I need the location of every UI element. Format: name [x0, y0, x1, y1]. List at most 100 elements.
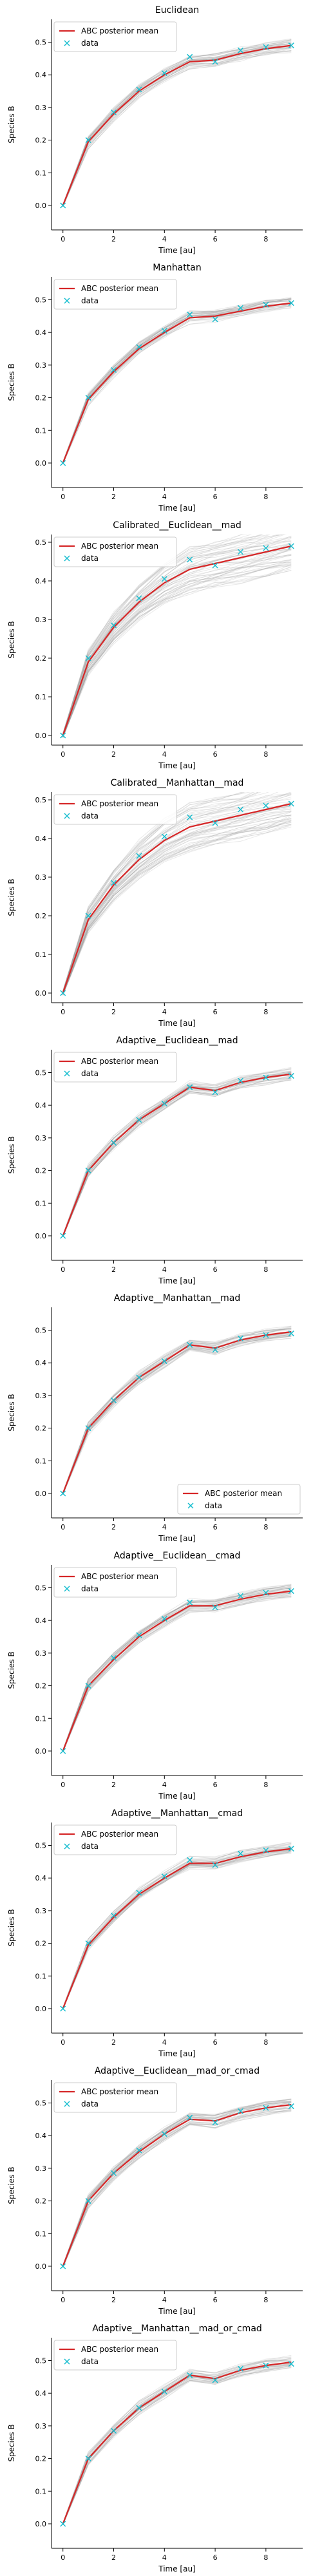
y-tick-label: 0.2	[35, 1682, 47, 1690]
posterior-sample-line	[62, 792, 292, 992]
posterior-samples	[62, 1325, 292, 1495]
posterior-sample-line	[62, 301, 292, 463]
legend-box	[53, 279, 177, 310]
posterior-sample-line	[62, 792, 255, 991]
posterior-sample-line	[62, 299, 292, 463]
x-tick-label: 4	[162, 493, 167, 501]
data-point	[136, 595, 142, 601]
y-tick-label: 0.0	[35, 2520, 47, 2528]
posterior-sample-line	[62, 1586, 292, 1751]
data-point	[263, 44, 269, 50]
posterior-sample-line	[62, 1077, 292, 1236]
posterior-sample-line	[62, 39, 292, 205]
data-point	[288, 300, 294, 307]
data-point	[60, 1233, 66, 1239]
legend-data-label: data	[205, 1501, 222, 1510]
posterior-sample-line	[62, 1325, 292, 1493]
posterior-sample-line	[62, 2108, 292, 2267]
posterior-mean-line	[62, 1073, 292, 1236]
data-point	[237, 1593, 244, 1599]
posterior-sample-line	[62, 535, 292, 735]
data-point	[60, 990, 66, 996]
posterior-sample-line	[62, 535, 286, 734]
posterior-sample-line	[62, 1594, 292, 1752]
legend-data-swatch	[64, 1843, 70, 1850]
x-tick-label: 2	[111, 2296, 116, 2304]
posterior-sample-line	[62, 792, 279, 992]
posterior-sample-line	[62, 2358, 292, 2524]
posterior-samples	[62, 1841, 292, 2010]
chart-panel: Adaptive__Manhattan__cmad 0 2 4 6 8 0.0 0.1 0.2 0…	[0, 1803, 322, 2061]
y-tick-label: 0.0	[35, 202, 47, 210]
data-point	[60, 1748, 66, 1754]
chart-title: Adaptive__Manhattan__mad	[114, 1293, 240, 1303]
legend-box	[53, 21, 177, 52]
data-point	[288, 1331, 294, 1337]
legend-data-swatch	[64, 1070, 70, 1077]
posterior-sample-line	[62, 1329, 292, 1493]
posterior-samples	[62, 38, 292, 207]
posterior-sample-line	[62, 2108, 292, 2267]
posterior-sample-line	[62, 1068, 292, 1235]
data-point	[60, 1490, 66, 1497]
posterior-sample-line	[62, 1079, 292, 1237]
posterior-sample-line	[62, 1076, 292, 1237]
posterior-sample-line	[62, 1584, 292, 1750]
posterior-sample-line	[62, 1071, 292, 1235]
posterior-sample-line	[62, 304, 292, 464]
posterior-sample-line	[62, 536, 292, 735]
data-point	[187, 1599, 193, 1605]
posterior-sample-line	[62, 302, 292, 463]
x-tick-label: 8	[263, 2553, 268, 2562]
data-point	[288, 1073, 294, 1079]
x-tick-label: 8	[263, 1008, 268, 1016]
posterior-sample-line	[62, 815, 292, 994]
y-axis-label: Species B	[7, 878, 16, 916]
posterior-sample-line	[62, 553, 292, 737]
data-markers	[60, 43, 294, 209]
posterior-sample-line	[62, 554, 292, 737]
plot-area	[60, 1066, 294, 1239]
posterior-sample-line	[62, 1584, 292, 1750]
posterior-sample-line	[62, 1328, 292, 1493]
posterior-sample-line	[62, 2110, 292, 2268]
y-tick-label: 0.0	[35, 1747, 47, 1756]
posterior-sample-line	[62, 2099, 292, 2266]
posterior-sample-line	[62, 1069, 292, 1235]
posterior-sample-line	[62, 1852, 292, 2010]
chart-panel: Manhattan 0 2 4 6 8 0.0 0.1 0.2 0.3 0.4 0.5 Time [au…	[0, 258, 322, 515]
posterior-sample-line	[62, 2365, 292, 2524]
posterior-sample-line	[62, 2101, 292, 2266]
posterior-sample-line	[62, 1075, 292, 1236]
posterior-samples	[62, 2098, 292, 2268]
x-axis-label: Time [au]	[158, 2049, 196, 2058]
x-tick-label: 8	[263, 750, 268, 759]
posterior-sample-line	[62, 299, 292, 462]
data-point	[263, 545, 269, 551]
posterior-sample-line	[62, 1072, 292, 1236]
x-tick-label: 8	[263, 2296, 268, 2304]
posterior-sample-line	[62, 542, 292, 735]
posterior-sample-line	[62, 50, 292, 207]
posterior-sample-line	[62, 1587, 292, 1751]
data-point	[110, 1139, 117, 1146]
posterior-sample-line	[62, 803, 292, 994]
data-point	[110, 1654, 117, 1662]
legend-data-label: data	[81, 554, 99, 563]
posterior-mean-line	[62, 545, 292, 736]
y-tick-label: 0.5	[35, 2356, 47, 2365]
posterior-sample-line	[62, 794, 292, 992]
posterior-sample-line	[62, 1079, 292, 1237]
posterior-sample-line	[62, 1846, 292, 2009]
legend-data-swatch	[187, 1502, 194, 1509]
posterior-sample-line	[62, 811, 292, 994]
posterior-mean-line	[62, 302, 292, 464]
posterior-sample-line	[62, 1333, 292, 1494]
posterior-sample-line	[62, 2101, 292, 2266]
posterior-sample-line	[62, 797, 292, 992]
y-tick-label: 0.1	[35, 2487, 47, 2496]
posterior-sample-line	[62, 1077, 292, 1238]
x-axis-label: Time [au]	[158, 246, 196, 255]
chart-svg: Adaptive__Euclidean__mad_or_cmad 0 2 4 6 8 0.0…	[7, 2066, 303, 2316]
legend-data-swatch	[64, 555, 70, 562]
